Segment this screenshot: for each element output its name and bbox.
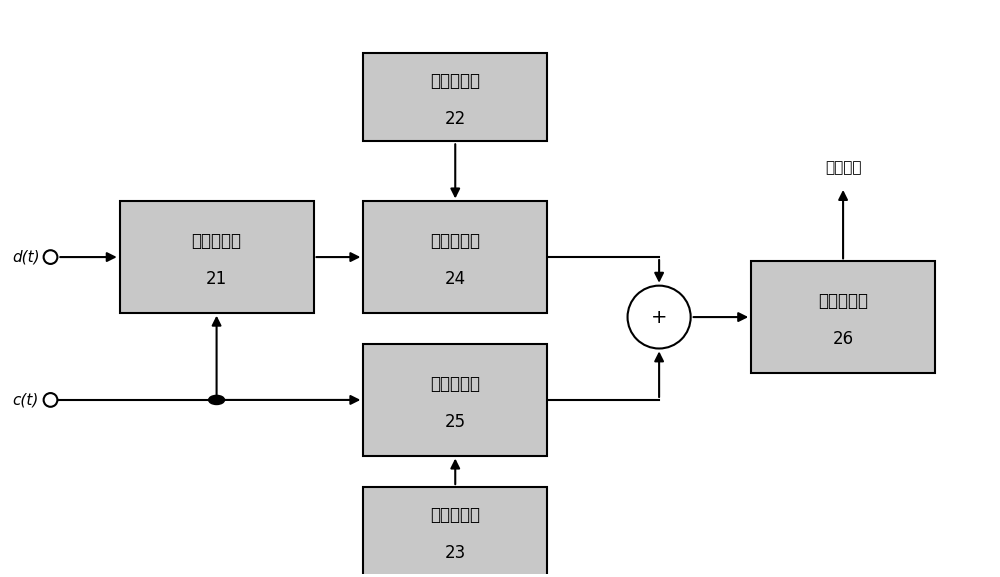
Text: 射频调制器: 射频调制器 bbox=[430, 375, 480, 393]
Text: 功率放大器: 功率放大器 bbox=[818, 292, 868, 310]
Text: 26: 26 bbox=[833, 330, 854, 348]
Text: 扩频调制器: 扩频调制器 bbox=[192, 232, 242, 250]
Text: 23: 23 bbox=[445, 544, 466, 562]
Bar bbox=[363, 344, 547, 456]
Text: +: + bbox=[651, 308, 667, 327]
Circle shape bbox=[209, 395, 225, 404]
Ellipse shape bbox=[44, 393, 57, 407]
Bar bbox=[363, 487, 547, 576]
Text: 22: 22 bbox=[445, 110, 466, 128]
Bar bbox=[363, 53, 547, 141]
Text: 射频发生器: 射频发生器 bbox=[430, 72, 480, 90]
Text: 射频发生器: 射频发生器 bbox=[430, 507, 480, 524]
Text: 21: 21 bbox=[206, 270, 227, 288]
Bar bbox=[751, 261, 935, 373]
Text: 送双工器: 送双工器 bbox=[825, 160, 861, 175]
Text: c(t): c(t) bbox=[12, 392, 39, 407]
Ellipse shape bbox=[628, 286, 691, 349]
Bar bbox=[363, 201, 547, 313]
Text: 射频调制器: 射频调制器 bbox=[430, 232, 480, 250]
Ellipse shape bbox=[44, 250, 57, 264]
Text: d(t): d(t) bbox=[12, 250, 39, 265]
Text: 24: 24 bbox=[445, 270, 466, 288]
Text: 25: 25 bbox=[445, 413, 466, 430]
Bar bbox=[120, 201, 314, 313]
